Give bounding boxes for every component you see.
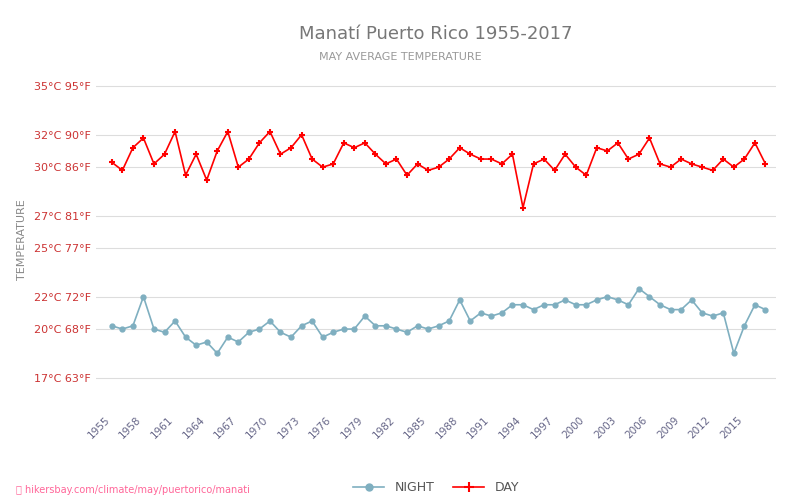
Title: Manatí Puerto Rico 1955-2017: Manatí Puerto Rico 1955-2017 <box>299 26 573 44</box>
Legend: NIGHT, DAY: NIGHT, DAY <box>348 476 524 499</box>
Text: MAY AVERAGE TEMPERATURE: MAY AVERAGE TEMPERATURE <box>318 52 482 62</box>
Y-axis label: TEMPERATURE: TEMPERATURE <box>17 200 27 280</box>
Text: 📍 hikersbay.com/climate/may/puertorico/manati: 📍 hikersbay.com/climate/may/puertorico/m… <box>16 485 250 495</box>
